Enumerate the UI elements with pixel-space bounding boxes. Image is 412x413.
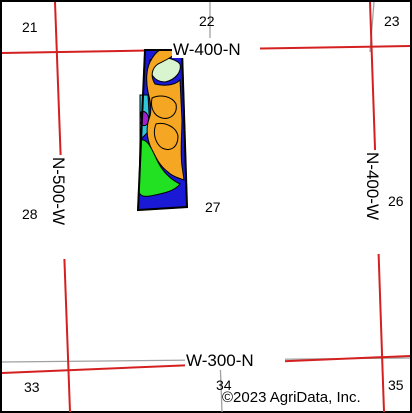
road-labels: W-400-N W-300-N N-500-W N-400-W <box>48 38 384 370</box>
road-label-bg-west <box>48 155 70 259</box>
road-label-bg-east <box>362 150 384 254</box>
soil-unit-orange-loop-2 <box>153 123 179 150</box>
road-label-west: N-500-W <box>49 157 68 225</box>
road-label-bg-north <box>172 38 260 58</box>
soil-unit-green <box>138 139 181 197</box>
section-label-27: 27 <box>205 199 221 215</box>
field-boundary <box>136 49 189 212</box>
section-label-33: 33 <box>24 379 40 395</box>
section-labels: 21 22 23 26 27 28 33 34 35 <box>22 13 404 395</box>
section-label-35: 35 <box>388 377 404 393</box>
road-label-bg-south <box>185 350 285 370</box>
section-label-23: 23 <box>384 13 400 29</box>
road-label-north: W-400-N <box>173 40 241 59</box>
section-label-22: 22 <box>199 13 215 29</box>
section-label-34: 34 <box>216 377 232 393</box>
field-soil-map <box>136 49 189 212</box>
section-label-28: 28 <box>22 206 38 222</box>
section-label-21: 21 <box>22 19 38 35</box>
road-label-south: W-300-N <box>186 351 254 370</box>
copyright-text: ©2023 AgriData, Inc. <box>222 389 361 406</box>
soil-unit-orange-loop-1 <box>151 95 177 119</box>
road-label-east: N-400-W <box>363 152 382 220</box>
section-label-26: 26 <box>388 193 404 209</box>
